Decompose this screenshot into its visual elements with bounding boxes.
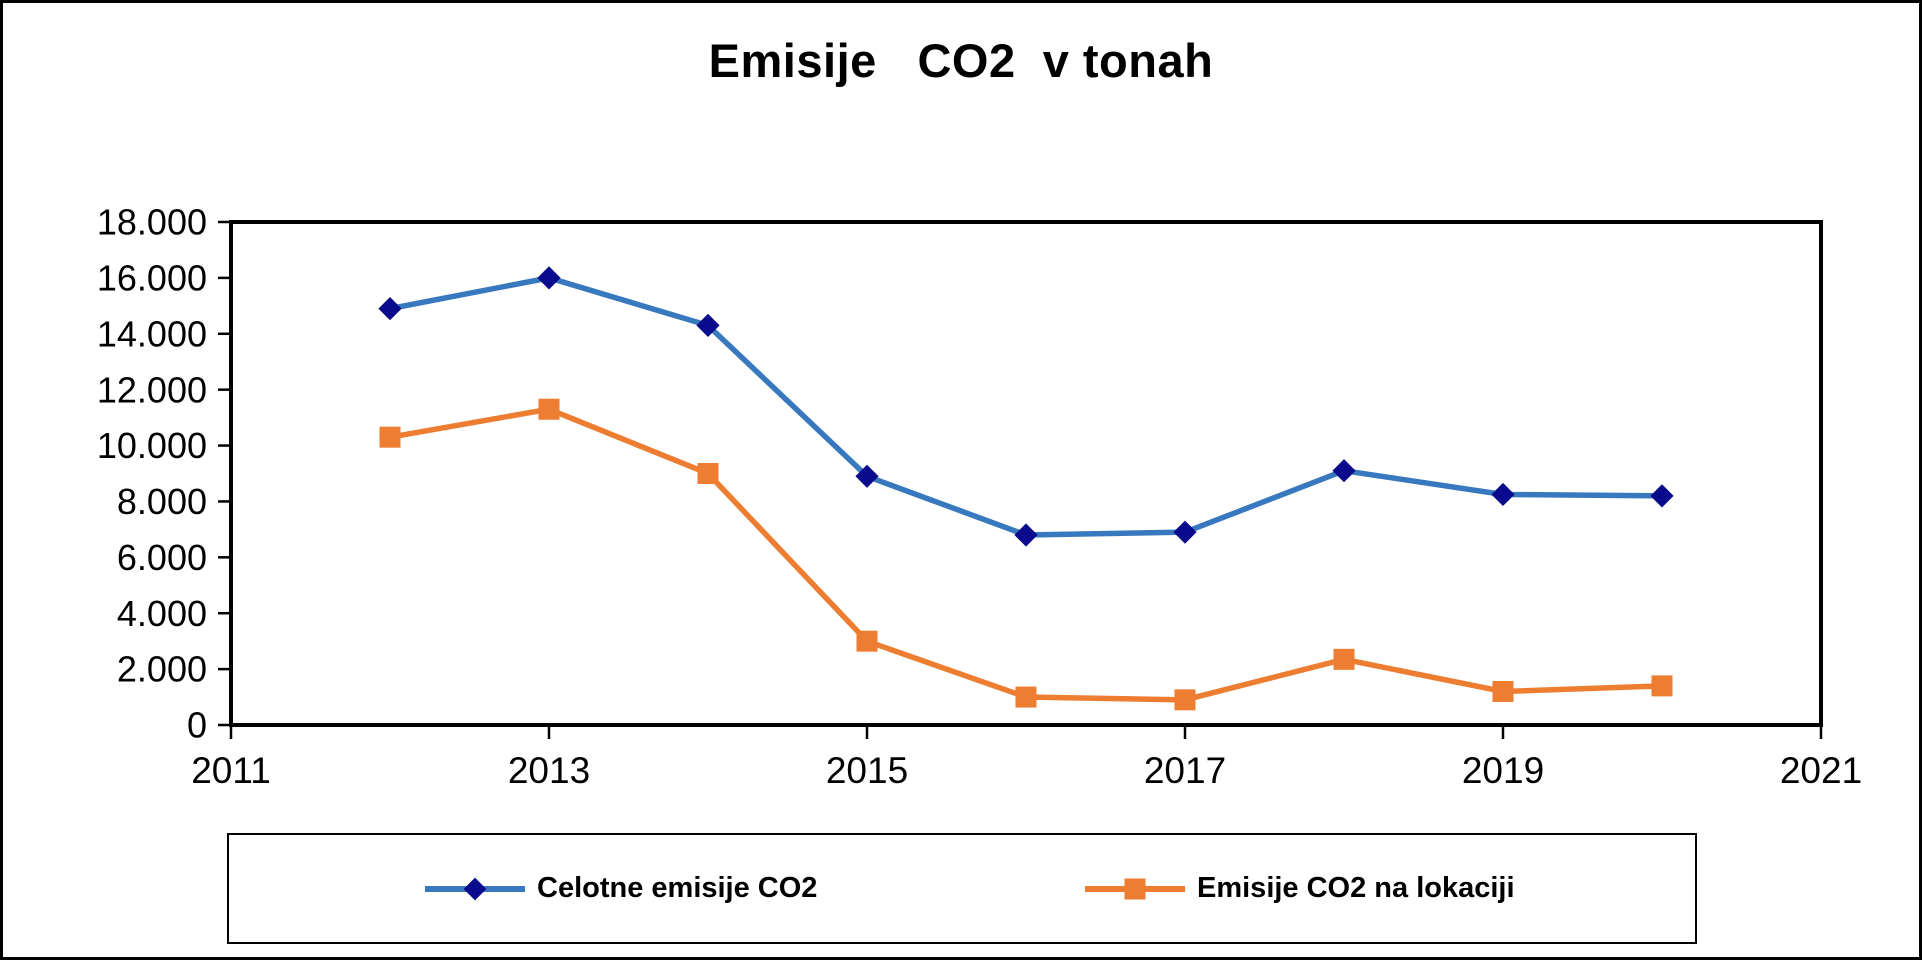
y-axis-tick-label: 4.000 xyxy=(117,593,207,634)
series-2-marker xyxy=(1015,686,1037,708)
plot-area: 0 2.000 4.000 6.000 8.000 10.000 12.000 14.000 1… xyxy=(97,202,1862,791)
series-1-marker xyxy=(378,297,402,321)
plot-border xyxy=(229,220,1823,727)
y-axis-tick-label: 6.000 xyxy=(117,537,207,578)
y-axis-tick-label: 12.000 xyxy=(97,369,207,410)
series-line-2 xyxy=(389,406,1663,703)
series-2-marker xyxy=(1651,675,1673,697)
series-1-marker xyxy=(1332,459,1356,483)
series-1-marker xyxy=(1173,520,1197,544)
series-2-marker xyxy=(1333,648,1355,670)
legend-label-total-emissions: Celotne emisije CO2 xyxy=(537,872,818,904)
y-axis-tick-label: 14.000 xyxy=(97,313,207,354)
chart-title: Emisije CO2 v tonah xyxy=(708,34,1214,87)
series-1-marker xyxy=(1650,484,1674,508)
legend-series-1-marker-icon xyxy=(425,877,525,900)
y-axis-tick-label: 8.000 xyxy=(117,481,207,522)
series-1-marker xyxy=(1491,482,1515,507)
legend-item-total-emissions: Celotne emisije CO2 xyxy=(425,835,817,942)
series-2-marker xyxy=(697,463,719,484)
x-axis-tick-label: 2021 xyxy=(1780,750,1862,791)
series-line-1 xyxy=(389,275,1663,538)
y-axis-tick-label: 0 xyxy=(187,705,207,746)
y-axis-tick-label: 18.000 xyxy=(97,202,207,243)
x-axis-tick-label: 2011 xyxy=(191,750,271,791)
x-axis-tick-label: 2013 xyxy=(508,750,590,791)
y-axis-tick-label: 10.000 xyxy=(97,425,207,466)
legend: Celotne emisije CO2 Emisije CO2 na lokac… xyxy=(227,833,1697,944)
series-2-marker xyxy=(538,398,560,420)
x-axis-tick-label: 2017 xyxy=(1144,750,1226,791)
series-2-marker xyxy=(379,426,401,448)
series-2-marker xyxy=(1174,689,1196,711)
legend-item-onsite-emissions: Emisije CO2 na lokaciji xyxy=(1085,835,1515,942)
series-2-marker xyxy=(1492,680,1514,702)
x-axis-tick-label: 2015 xyxy=(826,750,908,791)
legend-series-2-marker-icon xyxy=(1085,878,1185,899)
y-axis-tick-label: 2.000 xyxy=(117,649,207,690)
legend-label-onsite-emissions: Emisije CO2 na lokaciji xyxy=(1197,872,1515,904)
series-1-marker xyxy=(537,266,561,290)
series-1-marker xyxy=(1014,523,1038,547)
x-axis-tick-label: 2019 xyxy=(1462,750,1544,791)
y-axis-tick-label: 16.000 xyxy=(97,257,207,298)
series-2-marker xyxy=(856,630,878,652)
